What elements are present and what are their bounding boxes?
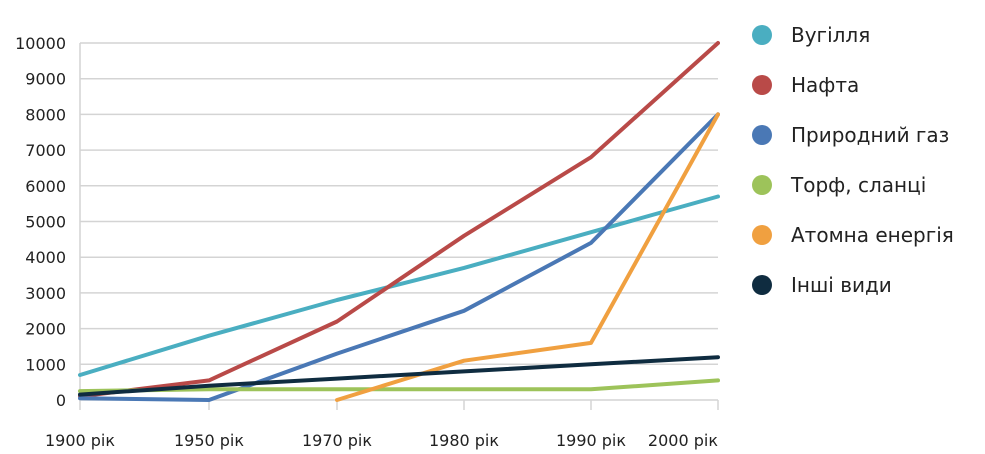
x-axis: 1900 рік 1950 рік 1970 рік 1980 рік 1990 рік… (45, 400, 719, 450)
series-line-5 (78, 355, 720, 397)
legend-item: Нафта (752, 60, 954, 110)
y-axis: 0 1000 2000 3000 4000 5000 6000 7000 8000 9000 100… (15, 34, 66, 410)
gridlines (79, 42, 718, 401)
x-tick-label: 1950 рік (174, 431, 244, 450)
y-tick-label: 3000 (25, 284, 66, 303)
y-tick-label: 8000 (25, 105, 66, 124)
legend: Вугілля Нафта Природний газ Торф, сланці Ато… (752, 10, 954, 310)
y-tick-label: 10000 (15, 34, 66, 53)
legend-marker (752, 125, 772, 145)
legend-label: Нафта (791, 73, 860, 97)
x-tick-label: 1980 рік (429, 431, 499, 450)
legend-label: Природний газ (791, 123, 950, 147)
legend-label: Інші види (791, 273, 892, 297)
y-tick-label: 1000 (25, 355, 66, 374)
line-chart: 0 1000 2000 3000 4000 5000 6000 7000 8000 9000 100… (15, 34, 720, 450)
y-tick-label: 5000 (25, 213, 66, 232)
legend-marker (752, 75, 772, 95)
y-tick-label: 0 (56, 391, 66, 410)
legend-label: Вугілля (791, 23, 871, 47)
x-tick-label: 1970 рік (302, 431, 372, 450)
x-tick-label: 1900 рік (45, 431, 115, 450)
legend-item: Атомна енергія (752, 210, 954, 260)
legend-label: Атомна енергія (791, 223, 954, 247)
series-line-3 (78, 378, 720, 394)
series-lines (78, 41, 720, 402)
series-line-1 (78, 41, 720, 399)
legend-item: Торф, сланці (752, 160, 954, 210)
y-tick-label: 7000 (25, 141, 66, 160)
y-tick-label: 4000 (25, 248, 66, 267)
legend-marker (752, 275, 772, 295)
legend-marker (752, 175, 772, 195)
legend-marker (752, 225, 772, 245)
series-line-4 (335, 112, 720, 402)
legend-item: Інші види (752, 260, 954, 310)
x-tick-label: 1990 рік (556, 431, 626, 450)
series-line-2 (78, 112, 720, 402)
legend-label: Торф, сланці (791, 173, 927, 197)
legend-marker (752, 25, 772, 45)
x-tick-label: 2000 рік (648, 431, 718, 450)
y-tick-label: 6000 (25, 177, 66, 196)
y-tick-label: 9000 (25, 70, 66, 89)
series-line-0 (78, 194, 720, 377)
legend-item: Природний газ (752, 110, 954, 160)
y-tick-label: 2000 (25, 320, 66, 339)
legend-item: Вугілля (752, 10, 954, 60)
